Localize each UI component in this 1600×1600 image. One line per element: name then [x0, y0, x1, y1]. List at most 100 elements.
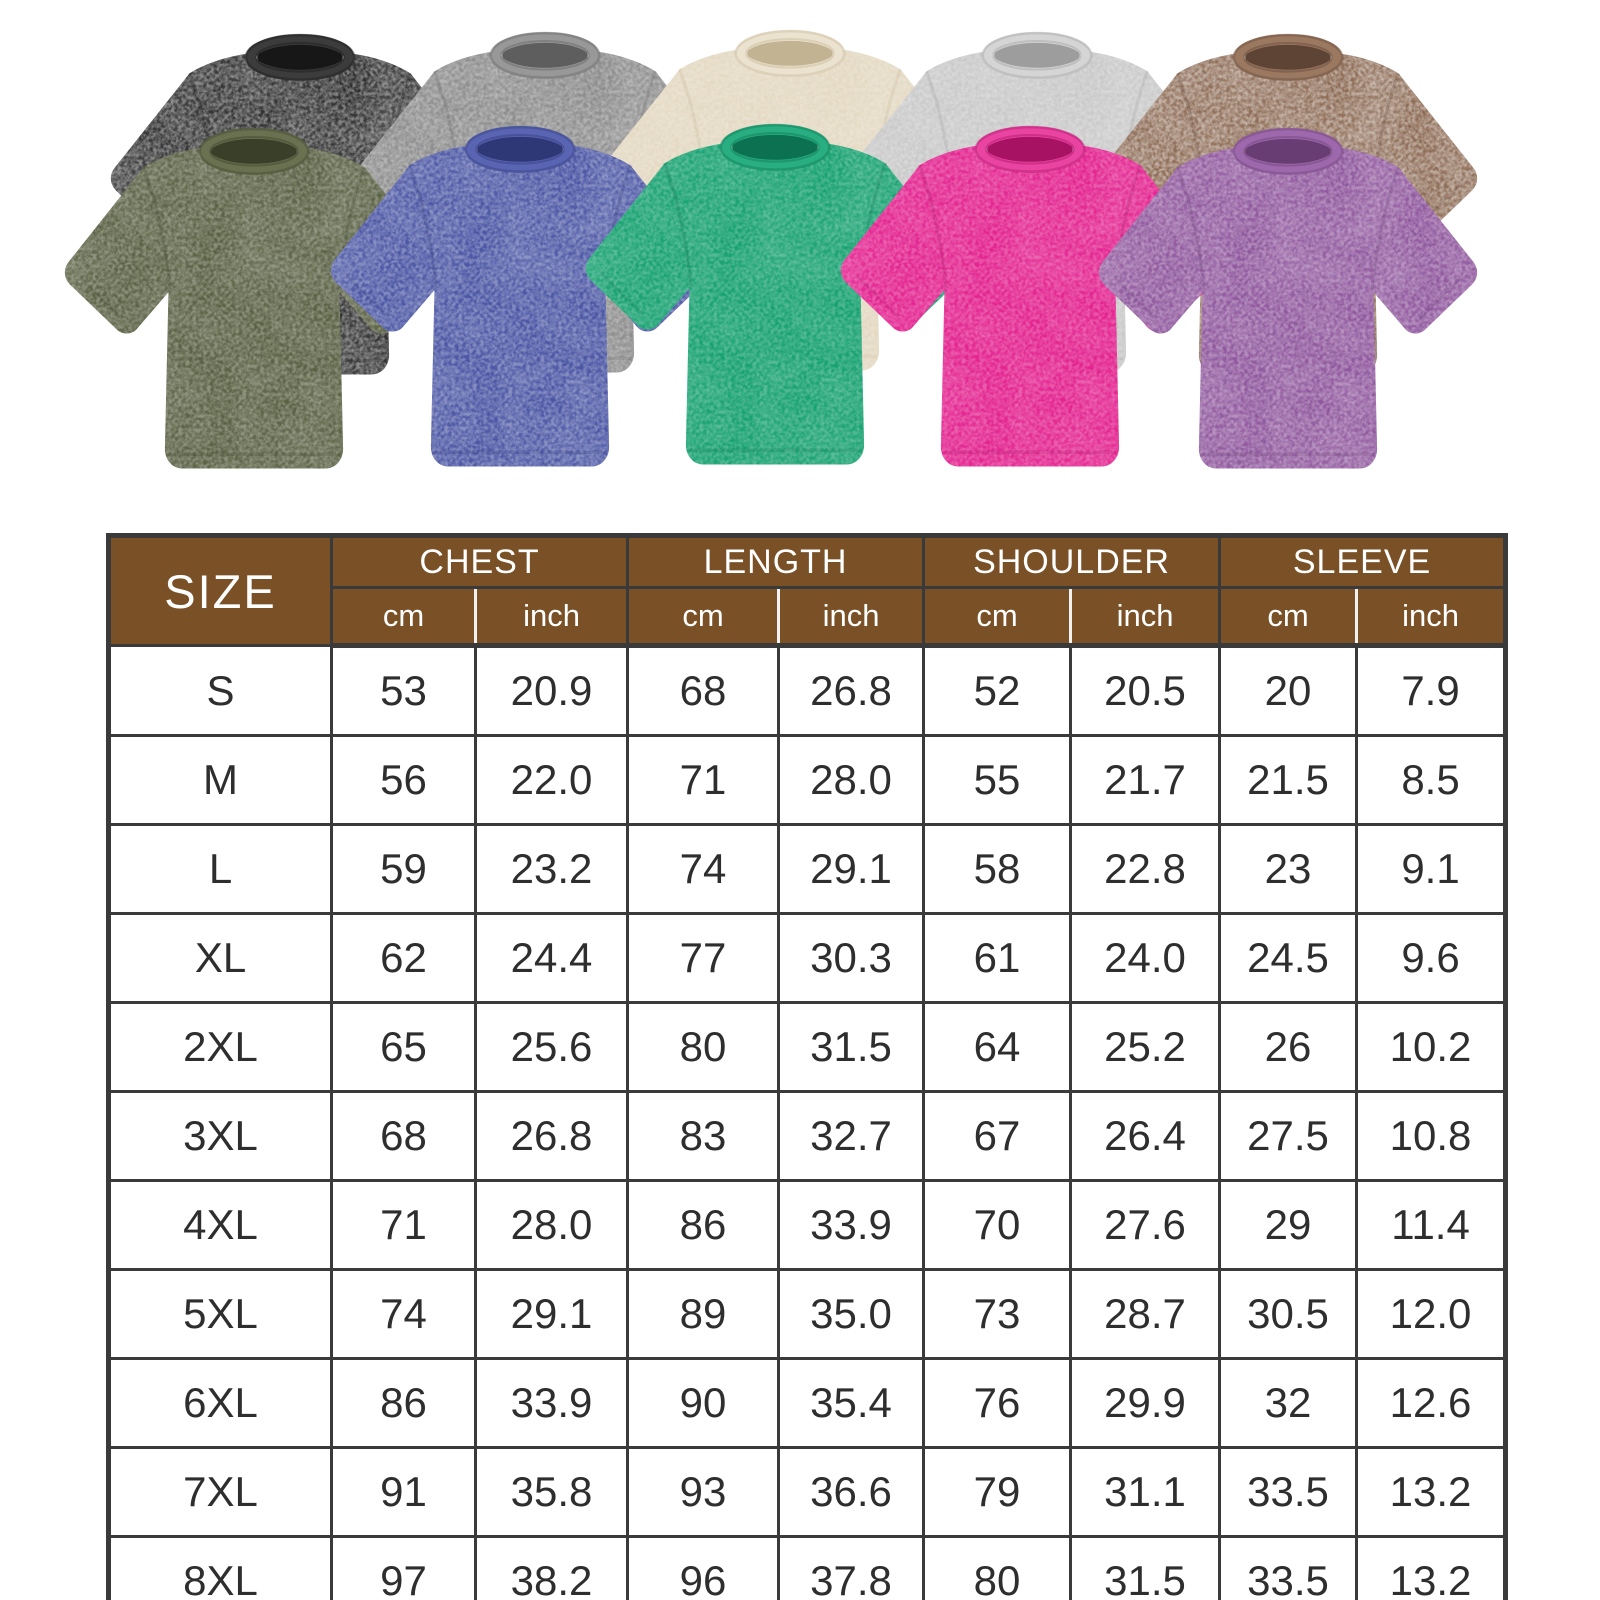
measurement-cell: 22.8 — [1069, 823, 1222, 915]
measurement-cell: 9.6 — [1355, 912, 1508, 1004]
size-label: 6XL — [107, 1357, 333, 1449]
size-row-7XL: 7XL 91 35.8 93 36.6 79 31.1 33.5 13.2 — [107, 1446, 1508, 1538]
measurement-cell: 24.5 — [1218, 912, 1359, 1004]
measurement-cell: 74 — [330, 1268, 477, 1360]
shoulder-cm-header: cm — [922, 586, 1073, 648]
measurement-cell: 25.2 — [1069, 1001, 1222, 1093]
shoulder-inch-header: inch — [1069, 586, 1222, 648]
measurement-cell: 12.0 — [1355, 1268, 1508, 1360]
measurement-cell: 33.9 — [777, 1179, 926, 1271]
measurement-cell: 65 — [330, 1001, 477, 1093]
size-row-M: M 56 22.0 71 28.0 55 21.7 21.5 8.5 — [107, 734, 1508, 826]
size-label: 4XL — [107, 1179, 333, 1271]
measurement-cell: 61 — [922, 912, 1073, 1004]
size-row-5XL: 5XL 74 29.1 89 35.0 73 28.7 30.5 12.0 — [107, 1268, 1508, 1360]
size-row-8XL: 8XL 97 38.2 96 37.8 80 31.5 33.5 13.2 — [107, 1535, 1508, 1600]
measurement-cell: 29.9 — [1069, 1357, 1222, 1449]
measurement-cell: 31.1 — [1069, 1446, 1222, 1538]
measurement-cell: 20 — [1218, 644, 1359, 737]
length-column-header: LENGTH — [626, 534, 926, 589]
measurement-cell: 97 — [330, 1535, 477, 1600]
measurement-cell: 13.2 — [1355, 1535, 1508, 1600]
size-label: 3XL — [107, 1090, 333, 1182]
header-group-row: SIZE CHEST LENGTH SHOULDER SLEEVE — [107, 534, 1508, 647]
measurement-cell: 86 — [626, 1179, 781, 1271]
measurement-cell: 29 — [1218, 1179, 1359, 1271]
measurement-cell: 68 — [626, 644, 781, 737]
shoulder-column-header: SHOULDER — [922, 534, 1222, 589]
chest-inch-header: inch — [473, 586, 630, 648]
sleeve-cm-header: cm — [1218, 586, 1359, 648]
length-inch-header: inch — [777, 586, 926, 648]
measurement-cell: 62 — [330, 912, 477, 1004]
measurement-cell: 56 — [330, 734, 477, 826]
measurement-cell: 21.7 — [1069, 734, 1222, 826]
size-chart-table: SIZE CHEST LENGTH SHOULDER SLEEVE cm inc… — [106, 533, 1509, 1600]
measurement-cell: 33.5 — [1218, 1535, 1359, 1600]
measurement-cell: 11.4 — [1355, 1179, 1508, 1271]
size-label: M — [107, 734, 333, 826]
measurement-cell: 90 — [626, 1357, 781, 1449]
measurement-cell: 29.1 — [473, 1268, 630, 1360]
size-row-L: L 59 23.2 74 29.1 58 22.8 23 9.1 — [107, 823, 1508, 915]
size-label: XL — [107, 912, 333, 1004]
measurement-cell: 20.5 — [1069, 644, 1222, 737]
size-chart-body: S 53 20.9 68 26.8 52 20.5 20 7.9 M 56 22.0 71 28.0 55 2… — [107, 644, 1508, 1600]
measurement-cell: 31.5 — [777, 1001, 926, 1093]
measurement-cell: 23 — [1218, 823, 1359, 915]
measurement-cell: 8.5 — [1355, 734, 1508, 826]
measurement-cell: 23.2 — [473, 823, 630, 915]
measurement-cell: 93 — [626, 1446, 781, 1538]
size-label: 5XL — [107, 1268, 333, 1360]
measurement-cell: 83 — [626, 1090, 781, 1182]
measurement-cell: 29.1 — [777, 823, 926, 915]
measurement-cell: 28.0 — [777, 734, 926, 826]
measurement-cell: 30.5 — [1218, 1268, 1359, 1360]
measurement-cell: 26.8 — [777, 644, 926, 737]
size-row-3XL: 3XL 68 26.8 83 32.7 67 26.4 27.5 10.8 — [107, 1090, 1508, 1182]
measurement-cell: 64 — [922, 1001, 1073, 1093]
measurement-cell: 25.6 — [473, 1001, 630, 1093]
measurement-cell: 33.5 — [1218, 1446, 1359, 1538]
measurement-cell: 67 — [922, 1090, 1073, 1182]
measurement-cell: 52 — [922, 644, 1073, 737]
measurement-cell: 80 — [922, 1535, 1073, 1600]
measurement-cell: 37.8 — [777, 1535, 926, 1600]
measurement-cell: 38.2 — [473, 1535, 630, 1600]
size-label: 2XL — [107, 1001, 333, 1093]
measurement-cell: 89 — [626, 1268, 781, 1360]
measurement-cell: 7.9 — [1355, 644, 1508, 737]
measurement-cell: 13.2 — [1355, 1446, 1508, 1538]
measurement-cell: 27.6 — [1069, 1179, 1222, 1271]
tshirt-gallery — [0, 0, 1600, 530]
measurement-cell: 71 — [330, 1179, 477, 1271]
size-row-2XL: 2XL 65 25.6 80 31.5 64 25.2 26 10.2 — [107, 1001, 1508, 1093]
measurement-cell: 24.0 — [1069, 912, 1222, 1004]
measurement-cell: 32 — [1218, 1357, 1359, 1449]
measurement-cell: 35.4 — [777, 1357, 926, 1449]
measurement-cell: 21.5 — [1218, 734, 1359, 826]
measurement-cell: 10.2 — [1355, 1001, 1508, 1093]
measurement-cell: 73 — [922, 1268, 1073, 1360]
measurement-cell: 9.1 — [1355, 823, 1508, 915]
chest-column-header: CHEST — [329, 534, 630, 589]
measurement-cell: 79 — [922, 1446, 1073, 1538]
measurement-cell: 59 — [330, 823, 477, 915]
measurement-cell: 74 — [626, 823, 781, 915]
chest-cm-header: cm — [330, 586, 477, 648]
measurement-cell: 58 — [922, 823, 1073, 915]
measurement-cell: 53 — [330, 644, 477, 737]
measurement-cell: 27.5 — [1218, 1090, 1359, 1182]
header-units-row: cm inch cm inch cm inch cm inch — [109, 586, 1508, 648]
measurement-cell: 28.7 — [1069, 1268, 1222, 1360]
length-cm-header: cm — [626, 586, 781, 648]
measurement-cell: 86 — [330, 1357, 477, 1449]
size-label: S — [107, 644, 333, 737]
measurement-cell: 91 — [330, 1446, 477, 1538]
measurement-cell: 32.7 — [777, 1090, 926, 1182]
measurement-cell: 76 — [922, 1357, 1073, 1449]
sleeve-inch-header: inch — [1355, 586, 1508, 648]
measurement-cell: 35.8 — [473, 1446, 630, 1538]
measurement-cell: 71 — [626, 734, 781, 826]
measurement-cell: 22.0 — [473, 734, 630, 826]
